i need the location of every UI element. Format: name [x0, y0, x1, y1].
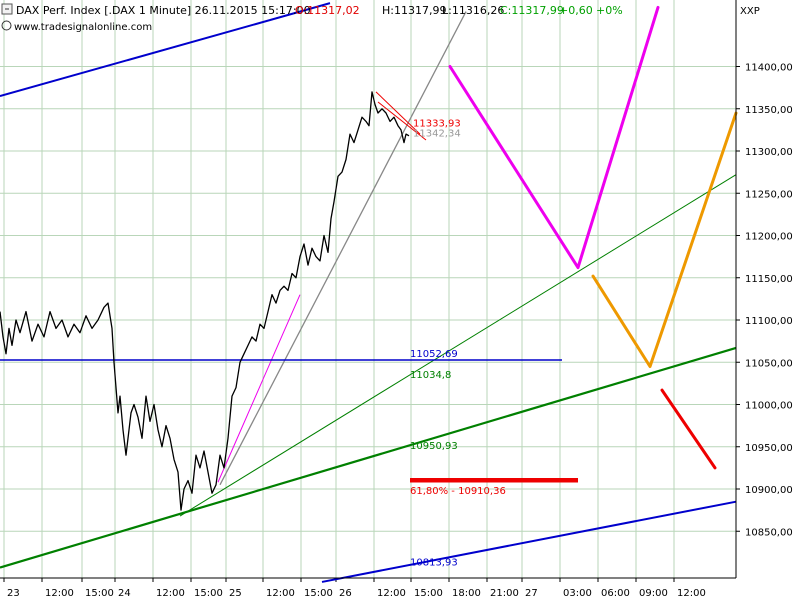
x-tick-label: 24 — [118, 588, 131, 599]
x-tick-label: 12:00 — [377, 588, 406, 599]
magenta-trend-line — [217, 294, 301, 483]
y-tick-label: 10850,00 — [745, 527, 793, 538]
y-tick-label: 11050,00 — [745, 358, 793, 369]
y-tick-label: 10950,00 — [745, 443, 793, 454]
header-change-pct: +0% — [596, 4, 623, 17]
red-channel-line — [375, 91, 421, 135]
header-title: DAX Perf. Index [.DAX 1 Minute] 26.11.20… — [16, 4, 311, 17]
x-tick-label: 15:00 — [194, 588, 223, 599]
level-label: 10813,93 — [410, 558, 458, 569]
header-close: C:11317,99 — [500, 4, 564, 17]
y-tick-label: 11350,00 — [745, 105, 793, 116]
magenta-path — [448, 5, 660, 270]
trendlines — [0, 2, 737, 583]
header-open: O:11317,02 — [295, 4, 360, 17]
blue-channel-bottom-line — [321, 500, 737, 583]
x-tick-label: 12:00 — [266, 588, 295, 599]
thin-support-line — [179, 174, 737, 517]
price-line — [0, 91, 410, 511]
fibonacci-label: 61,80% - 10910,36 — [410, 486, 506, 497]
steep-gray-trend-line — [219, 11, 467, 486]
y-tick-label: 10900,00 — [745, 485, 793, 496]
x-tick-label: 09:00 — [639, 588, 668, 599]
x-tick-label: 25 — [229, 588, 242, 599]
red-path — [660, 388, 717, 470]
x-axis-ticks: 23 12:00 15:00 24 12:00 15:00 25 12:00 15:00 26 12… — [3, 578, 706, 599]
y-tick-label: 11250,00 — [745, 189, 793, 200]
y-tick-label: 11000,00 — [745, 401, 793, 412]
copyright-icon — [1, 20, 12, 31]
x-tick-label: 12:00 — [45, 588, 74, 599]
symbol-label: XXP — [740, 6, 760, 17]
x-tick-label: 26 — [339, 588, 352, 599]
scenario-paths — [410, 5, 738, 483]
x-tick-label: 03:00 — [563, 588, 592, 599]
level-label: 11333,93 — [413, 118, 461, 129]
x-tick-label: 18:00 — [452, 588, 481, 599]
source-label: www.tradesignalonline.com — [14, 22, 152, 33]
x-tick-label: 27 — [525, 588, 538, 599]
level-labels: 11052,69 61,80% - 10910,36 11034,8 10950,93… — [410, 118, 506, 568]
horizontal-level-label: 11052,69 — [410, 349, 458, 360]
x-tick-label: 12:00 — [156, 588, 185, 599]
level-label: 11342,34 — [413, 128, 461, 139]
x-tick-label: 15:00 — [414, 588, 443, 599]
y-tick-label: 11200,00 — [745, 232, 793, 243]
y-tick-label: 11300,00 — [745, 147, 793, 158]
x-tick-label: 15:00 — [85, 588, 114, 599]
x-tick-label: 15:00 — [304, 588, 333, 599]
level-label: 11034,8 — [410, 370, 451, 381]
level-label: 10950,93 — [410, 441, 458, 452]
price-series — [0, 91, 410, 511]
red-channel-line — [377, 101, 427, 141]
header-low: L:11316,26 — [442, 4, 504, 17]
main-support-line — [0, 346, 737, 569]
y-tick-label: 11400,00 — [745, 63, 793, 74]
header-high: H:11317,99 — [382, 4, 446, 17]
header-change: +0,60 — [559, 4, 593, 17]
header-bar: DAX Perf. Index [.DAX 1 Minute] 26.11.20… — [1, 3, 760, 33]
x-tick-label: 12:00 — [677, 588, 706, 599]
y-tick-label: 11150,00 — [745, 274, 793, 285]
y-axis: 10850,00 10900,00 10950,00 11000,00 11050,00… — [736, 63, 793, 538]
x-tick-label: 21:00 — [490, 588, 519, 599]
y-tick-label: 11100,00 — [745, 316, 793, 327]
x-tick-label: 06:00 — [601, 588, 630, 599]
orange-path — [591, 111, 738, 368]
grid-lines — [0, 0, 736, 578]
blue-channel-top-line — [0, 2, 331, 98]
x-tick-label: 23 — [7, 588, 20, 599]
